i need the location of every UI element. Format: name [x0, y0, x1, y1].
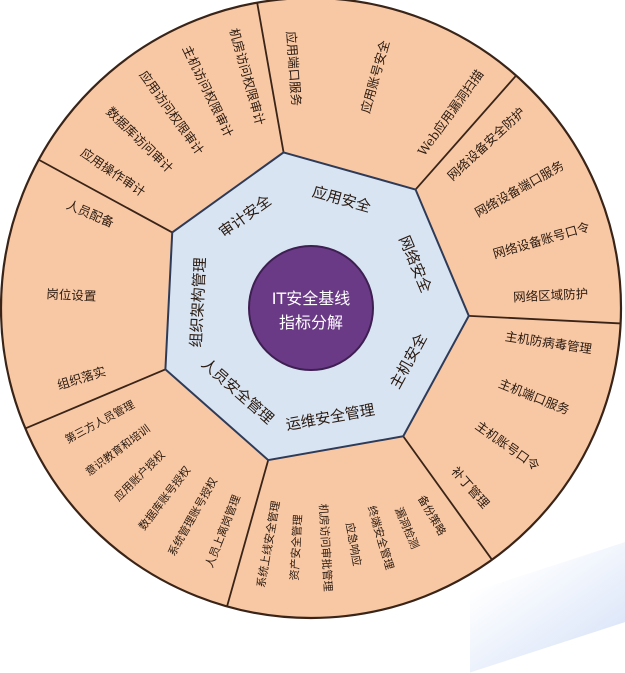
sector-label: 组织架构管理 — [187, 257, 209, 348]
sector-item: 应用端口服务 — [284, 31, 305, 107]
center-title-line1: IT安全基线 — [272, 289, 351, 308]
sector-item: 机房访问审批管理 — [316, 503, 335, 592]
sector-item: 岗位设置 — [46, 286, 97, 303]
sector-item: 网络区域防护 — [513, 286, 589, 305]
sector-item: 资产安全管理 — [287, 514, 305, 581]
center-circle — [248, 245, 374, 371]
center-title-line2: 指标分解 — [279, 313, 343, 332]
